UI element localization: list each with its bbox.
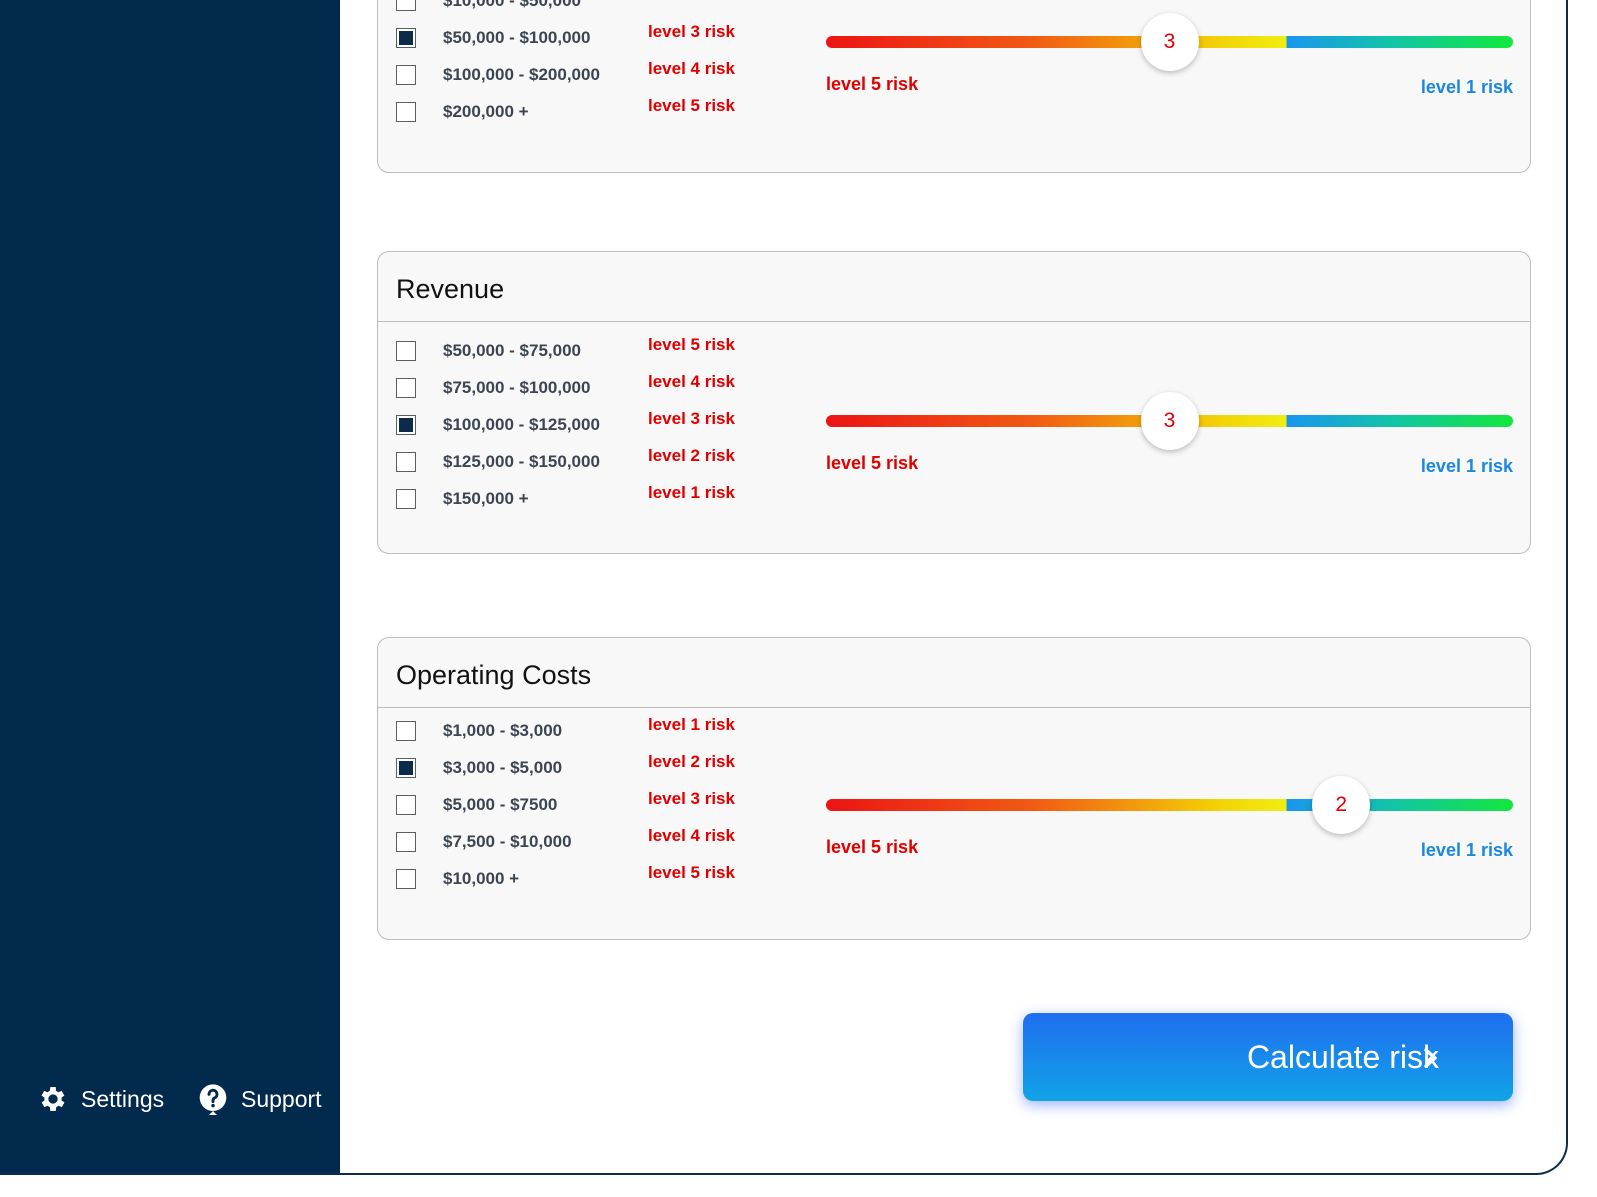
- option-label: $10,000 - $50,000: [443, 0, 582, 10]
- checkbox[interactable]: [396, 341, 416, 361]
- calculate-button[interactable]: Calculate risk: [1023, 1013, 1513, 1101]
- section-divider: [378, 707, 1530, 708]
- option-row: $3,000 - $5,000 level 2 risk: [396, 752, 735, 780]
- option-label: $150,000 +: [443, 489, 529, 508]
- checkbox[interactable]: [396, 869, 416, 889]
- option-label: $50,000 - $75,000: [443, 341, 582, 360]
- risk-slider-track: [826, 799, 1513, 811]
- checkbox[interactable]: [396, 28, 416, 48]
- sidebar: Settings Support: [0, 0, 340, 1173]
- checkbox[interactable]: [396, 721, 416, 741]
- option-label: $1,000 - $3,000: [443, 721, 563, 740]
- risk-label: level 4 risk: [648, 826, 735, 845]
- checkbox[interactable]: [396, 832, 416, 852]
- risk-label: level 2 risk: [648, 0, 735, 5]
- risk-label: level 1 risk: [648, 715, 735, 734]
- button-label: Calculate risk: [1246, 1038, 1439, 1075]
- section-title: Operating Costs: [396, 660, 592, 690]
- risk-label: level 4 risk: [648, 59, 735, 78]
- settings-label: Settings: [81, 1085, 165, 1112]
- option-label: $50,000 - $100,000: [443, 28, 591, 47]
- option-label: $200,000 +: [443, 102, 529, 121]
- checkbox[interactable]: [396, 415, 416, 435]
- risk-label: level 5 risk: [648, 96, 735, 115]
- slider-left-label: level 5 risk: [826, 453, 919, 473]
- risk-label: level 2 risk: [648, 752, 735, 771]
- risk-label: level 5 risk: [648, 863, 735, 882]
- option-row: $150,000 + level 1 risk: [396, 483, 735, 511]
- section-title: Revenue: [396, 274, 505, 304]
- option-label: $5,000 - $7500: [443, 795, 558, 814]
- option-row: $1,000 - $3,000 level 1 risk: [396, 715, 735, 743]
- option-row: $75,000 - $100,000 level 4 risk: [396, 372, 735, 400]
- slider-right-label: level 1 risk: [1420, 77, 1513, 97]
- settings-link[interactable]: Settings: [37, 1083, 164, 1115]
- option-row: $10,000 + level 5 risk: [396, 863, 735, 891]
- risk-label: level 4 risk: [648, 372, 735, 391]
- option-label: $100,000 - $125,000: [443, 415, 600, 434]
- risk-label: level 5 risk: [648, 335, 735, 354]
- settings-icon: [41, 1087, 65, 1111]
- checkbox[interactable]: [396, 102, 416, 122]
- chevron-icon: [1424, 1048, 1437, 1068]
- option-row: $50,000 - $75,000 level 5 risk: [396, 335, 735, 363]
- risk-label: level 3 risk: [648, 409, 735, 428]
- option-label: $100,000 - $200,000: [443, 65, 600, 84]
- section-card: Revenue $50,000 - $75,000 level 5 risk $75,…: [377, 251, 1531, 554]
- slider-left-label: level 5 risk: [826, 837, 919, 857]
- risk-label: level 3 risk: [648, 789, 735, 808]
- option-row: $10,000 - $50,000 level 2 risk: [396, 0, 735, 13]
- section-card: Operating Costs $1,000 - $3,000 level 1 ri…: [377, 637, 1531, 940]
- app-frame: Settings Support Calculate risk $10,000 …: [0, 0, 1568, 1175]
- slider-left-label: level 5 risk: [826, 74, 919, 94]
- option-row: $200,000 + level 5 risk: [396, 96, 735, 124]
- risk-label: level 3 risk: [648, 22, 735, 41]
- slider-thumb[interactable]: 2: [1312, 776, 1371, 834]
- section-divider: [378, 321, 1530, 322]
- checkbox[interactable]: [396, 758, 416, 778]
- checkbox[interactable]: [396, 489, 416, 509]
- slider-right-label: level 1 risk: [1420, 840, 1513, 860]
- option-row: $125,000 - $150,000 level 2 risk: [396, 446, 735, 474]
- option-label: $75,000 - $100,000: [443, 378, 591, 397]
- support-link[interactable]: Support: [197, 1083, 322, 1115]
- option-label: $10,000 +: [443, 869, 520, 888]
- slider-thumb[interactable]: 3: [1140, 392, 1199, 450]
- risk-label: level 2 risk: [648, 446, 735, 465]
- option-row: $50,000 - $100,000 level 3 risk: [396, 22, 735, 50]
- slider-thumb[interactable]: 3: [1140, 13, 1199, 71]
- checkbox[interactable]: [396, 0, 416, 11]
- checkbox[interactable]: [396, 65, 416, 85]
- option-label: $7,500 - $10,000: [443, 832, 572, 851]
- checkbox[interactable]: [396, 795, 416, 815]
- support-icon: [199, 1084, 227, 1115]
- checkbox[interactable]: [396, 452, 416, 472]
- slider-right-label: level 1 risk: [1420, 456, 1513, 476]
- option-label: $3,000 - $5,000: [443, 758, 563, 777]
- option-row: $7,500 - $10,000 level 4 risk: [396, 826, 735, 854]
- option-row: $100,000 - $200,000 level 4 risk: [396, 59, 735, 87]
- option-row: $100,000 - $125,000 level 3 risk: [396, 409, 735, 437]
- section-card: $10,000 - $50,000 level 2 risk $50,000 - $…: [377, 0, 1531, 173]
- risk-label: level 1 risk: [648, 483, 735, 502]
- option-label: $125,000 - $150,000: [443, 452, 600, 471]
- checkbox[interactable]: [396, 378, 416, 398]
- support-label: Support: [241, 1085, 322, 1112]
- option-row: $5,000 - $7500 level 3 risk: [396, 789, 735, 817]
